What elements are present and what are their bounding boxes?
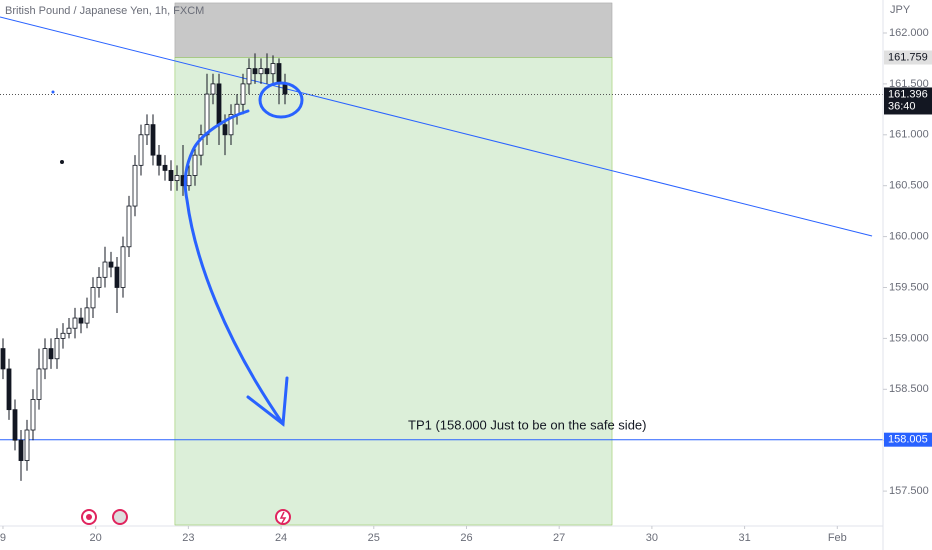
price-label: 161.396 [888, 88, 928, 100]
candle-body [246, 68, 252, 85]
candle-body [54, 337, 60, 360]
arrow-head [246, 376, 289, 427]
candle-body [48, 348, 54, 360]
candle-body [276, 63, 282, 85]
y-tick-label: 157.500 [889, 485, 929, 497]
price-label-box [884, 432, 932, 447]
candle-body [102, 261, 108, 278]
candle-body [222, 124, 228, 136]
candle-body [240, 83, 246, 105]
candle-body [264, 68, 270, 75]
candle-body [42, 348, 48, 370]
event-icon [112, 509, 128, 525]
x-tick-label: 27 [553, 532, 565, 544]
candle-body [228, 114, 234, 136]
currency-label: JPY [890, 4, 911, 16]
candle-body [132, 164, 138, 207]
price-label: 161.759 [888, 51, 928, 63]
x-tick-label: 24 [275, 532, 287, 544]
chart-title: British Pound / Japanese Yen, 1h, FXCM [5, 5, 204, 17]
plot-area [0, 2, 883, 526]
y-tick-label: 160.500 [889, 180, 929, 192]
price-label-box [884, 50, 932, 65]
y-tick-label: 160.000 [889, 230, 929, 242]
event-icon [279, 511, 287, 524]
target-zone [174, 57, 613, 526]
candle-body [258, 68, 264, 75]
event-icons [81, 509, 291, 525]
dot [51, 90, 55, 94]
candle-body [90, 287, 96, 309]
x-tick-label: 25 [368, 532, 380, 544]
candle-body [0, 348, 6, 370]
event-icon [275, 509, 291, 525]
x-tick-label: 31 [738, 532, 750, 544]
candle-body [252, 68, 258, 75]
arrow-path [183, 109, 285, 426]
x-tick-label: 30 [646, 532, 658, 544]
candle-body [168, 170, 174, 181]
candle-body [30, 399, 36, 431]
x-tick-label: 20 [90, 532, 102, 544]
candle-body [210, 83, 216, 95]
candle-body [72, 317, 78, 329]
candle-body [120, 246, 126, 288]
x-tick-label: 9 [0, 532, 6, 544]
candle-body [204, 93, 210, 136]
stop-zone [174, 2, 613, 58]
candle-body [84, 307, 90, 324]
candle-body [108, 261, 114, 268]
x-tick-label: 26 [460, 532, 472, 544]
candle-body [216, 83, 222, 126]
x-tick-label: Feb [828, 532, 847, 544]
hand-drawing [183, 81, 304, 427]
candle-body [18, 439, 24, 461]
candle-body [138, 134, 144, 166]
candle-body [156, 154, 162, 166]
price-label-box [884, 87, 932, 115]
candle-body [186, 175, 192, 187]
countdown-label: 36:40 [888, 100, 916, 112]
candle-body [6, 368, 12, 411]
candle-body [60, 332, 66, 339]
candle-body [114, 266, 120, 288]
candle-body [36, 368, 42, 400]
circle-mark [258, 81, 304, 119]
candle-body [270, 63, 276, 75]
candle-body [198, 134, 204, 156]
dot [60, 160, 64, 164]
price-label: 158.005 [888, 434, 928, 446]
y-tick-label: 161.000 [889, 129, 929, 141]
candle-body [282, 83, 288, 95]
candle-body [150, 124, 156, 156]
candle-body [192, 154, 198, 176]
candle-body [66, 327, 72, 334]
trendline [0, 16, 873, 237]
y-tick-label: 158.500 [889, 383, 929, 395]
y-tick-label: 159.500 [889, 281, 929, 293]
y-tick-label: 159.000 [889, 332, 929, 344]
candle-body [12, 409, 18, 441]
candle-body [162, 164, 168, 171]
y-tick-label: 162.000 [889, 27, 929, 39]
candle-body [96, 276, 102, 288]
candle-body [24, 429, 30, 461]
event-icon [86, 514, 92, 520]
candle-body [174, 175, 180, 181]
annotation: TP1 (158.000 Just to be on the safe side… [408, 417, 646, 432]
candle-body [78, 317, 84, 324]
y-tick-label: 161.500 [889, 78, 929, 90]
candle-body [126, 205, 132, 248]
x-tick-label: 23 [182, 532, 194, 544]
candle-body [144, 124, 150, 136]
